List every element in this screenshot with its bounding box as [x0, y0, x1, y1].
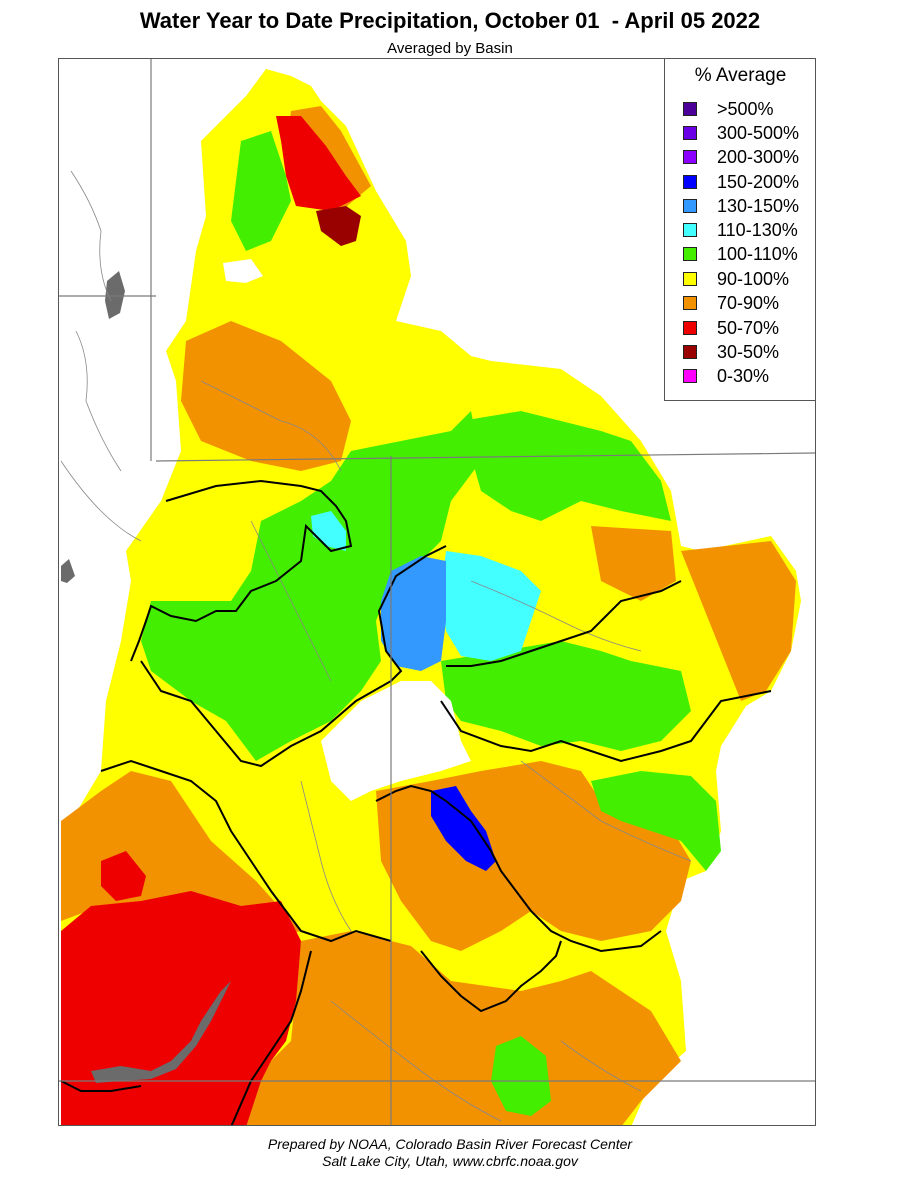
- legend-label: 130-150%: [717, 195, 800, 216]
- legend-item: 150-200%: [683, 171, 799, 193]
- legend-item: 50-70%: [683, 317, 779, 339]
- legend-label: 200-300%: [717, 146, 800, 167]
- basin-north-red: [276, 116, 361, 211]
- basin-southeast-green: [591, 771, 721, 871]
- basin-yellow-orange-east: [591, 526, 676, 601]
- basin-darkblue: [431, 786, 496, 871]
- map-footer: Prepared by NOAA, Colorado Basin River F…: [0, 1136, 900, 1170]
- legend-title: % Average: [694, 65, 787, 86]
- legend-label: 50-70%: [717, 317, 780, 338]
- legend-item: 100-110%: [683, 243, 798, 265]
- basin-upper-green-orange: [181, 321, 351, 471]
- basin-central-green: [141, 411, 481, 761]
- basin-blue-medium: [381, 556, 446, 671]
- map-subtitle: Averaged by Basin: [387, 40, 513, 57]
- lake-gray-2: [61, 559, 75, 583]
- legend-swatch-110-130: [683, 223, 697, 237]
- legend-swatch-130-150: [683, 199, 697, 213]
- lake-gray-3: [91, 981, 231, 1083]
- basin-west-red-patch: [101, 851, 146, 901]
- legend-swatch-300-500: [683, 126, 697, 140]
- basin-north-green: [231, 131, 291, 251]
- no-data-center: [321, 681, 471, 801]
- legend-label: 30-50%: [717, 341, 780, 362]
- legend-item: 0-30%: [683, 365, 769, 387]
- legend-item: 300-500%: [683, 122, 799, 144]
- legend-item: 110-130%: [683, 219, 798, 241]
- legend-label: 110-130%: [717, 219, 798, 240]
- legend-label: 100-110%: [717, 243, 798, 264]
- basin-northeast-green: [461, 411, 671, 521]
- legend-item: 70-90%: [683, 292, 779, 314]
- map-legend: % Average >500% 300-500% 200-300% 150-20…: [664, 59, 815, 401]
- basin-map-svg: [59, 59, 815, 1125]
- basin-south-central-orange: [231, 931, 681, 1125]
- legend-item: 90-100%: [683, 268, 789, 290]
- legend-swatch-90-100: [683, 272, 697, 286]
- legend-label: 70-90%: [717, 292, 780, 313]
- basin-north-darkred: [316, 206, 361, 246]
- legend-swatch-gt500: [683, 102, 697, 116]
- map-title: Water Year to Date Precipitation, Octobe…: [139, 8, 761, 33]
- legend-swatch-70-90: [683, 296, 697, 310]
- legend-label: 300-500%: [717, 122, 800, 143]
- legend-label: 150-200%: [717, 171, 800, 192]
- river-lines: [60, 170, 692, 1122]
- basin-south-green-patch: [491, 1036, 551, 1116]
- legend-item: >500%: [683, 98, 774, 120]
- legend-label: >500%: [717, 98, 774, 119]
- legend-swatch-100-110: [683, 247, 697, 261]
- footer-credit: Prepared by NOAA, Colorado Basin River F…: [267, 1136, 633, 1152]
- legend-item: 200-300%: [683, 146, 799, 168]
- legend-label: 0-30%: [717, 365, 770, 386]
- legend-swatch-50-70: [683, 321, 697, 335]
- legend-item: 130-150%: [683, 195, 799, 217]
- legend-swatch-200-300: [683, 150, 697, 164]
- state-lines: [59, 59, 815, 1125]
- footer-location: Salt Lake City, Utah, www.cbrfc.noaa.gov: [322, 1153, 578, 1169]
- basin-boundaries: [60, 479, 772, 1125]
- no-data-north: [223, 259, 263, 283]
- legend-swatch-0-30: [683, 369, 697, 383]
- basin-east-mid-green: [441, 641, 691, 751]
- legend-label: 90-100%: [717, 268, 790, 289]
- lake-gray-1: [105, 271, 125, 319]
- basin-cyan-large: [441, 551, 541, 661]
- legend-swatch-150-200: [683, 175, 697, 189]
- legend-item: 30-50%: [683, 341, 779, 363]
- legend-swatch-30-50: [683, 345, 697, 359]
- basin-east-orange: [681, 541, 796, 701]
